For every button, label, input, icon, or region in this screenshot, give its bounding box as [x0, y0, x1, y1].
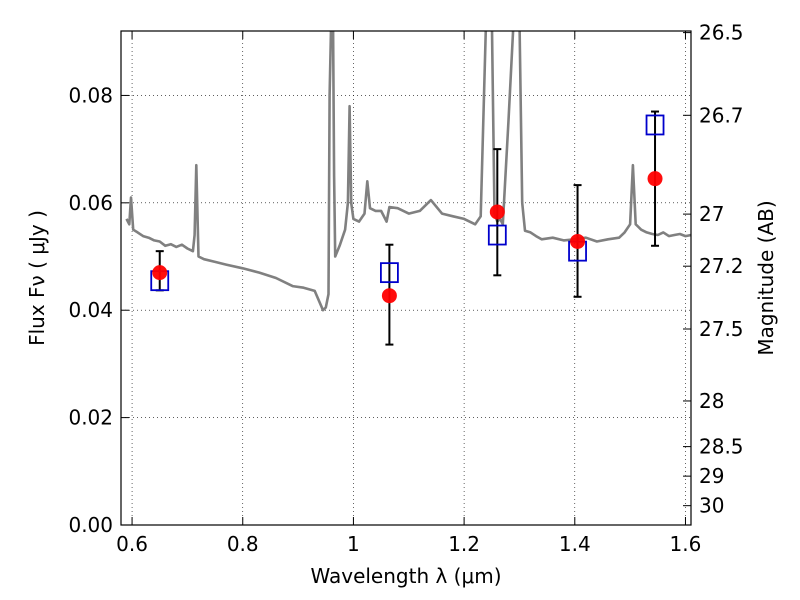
x-tick-label: 1.4	[559, 532, 591, 556]
y2-tick-label: 28.5	[699, 435, 744, 459]
x-tick-label: 1.2	[448, 532, 480, 556]
x-tick-label: 0.6	[116, 532, 148, 556]
y-axis-label: Flux Fν ( μJy )	[25, 210, 49, 346]
y2-axis-label: Magnitude (AB)	[754, 200, 778, 355]
y2-tick-label: 29	[699, 464, 724, 488]
grid-lines	[121, 31, 691, 526]
y-tick-label: 0.06	[68, 191, 113, 215]
y2-tick-label: 26.7	[699, 103, 744, 127]
axis-ticks	[121, 31, 691, 526]
model-box-marker	[645, 114, 665, 136]
x-tick-label: 1.6	[670, 532, 702, 556]
x-tick-label: 0.8	[227, 532, 259, 556]
y2-tick-label: 27.5	[699, 317, 744, 341]
observed-point	[489, 204, 505, 220]
spectrum-line-group	[125, 31, 691, 312]
y-tick-label: 0.00	[68, 513, 113, 537]
observed-point-group	[152, 171, 663, 304]
y2-tick-label: 30	[699, 494, 724, 518]
y2-tick-label: 28	[699, 389, 724, 413]
y-tick-label: 0.04	[68, 298, 113, 322]
model-box-marker	[487, 224, 507, 246]
observed-point	[647, 171, 663, 187]
model-box-marker	[379, 262, 399, 284]
y-tick-label: 0.02	[68, 406, 113, 430]
y2-tick-label: 27.2	[699, 254, 744, 278]
x-tick-label: 1	[347, 532, 360, 556]
plot-frame	[120, 30, 692, 526]
y2-tick-label: 26.5	[699, 21, 744, 45]
spectrum-line	[125, 31, 691, 312]
y-tick-label: 0.08	[68, 83, 113, 107]
observed-point	[381, 288, 397, 304]
observed-point	[570, 233, 586, 249]
tick-labels: 0.6 0.8 1 1.2 1.4 1.6 0.00 0.02 0.04 0.06 0.08 26.5…	[68, 21, 743, 556]
y2-tick-label: 27	[699, 202, 724, 226]
observed-point	[152, 265, 168, 281]
errorbar-group	[155, 110, 660, 346]
x-axis-label: Wavelength λ (μm)	[310, 564, 501, 588]
plot-area	[125, 31, 691, 346]
